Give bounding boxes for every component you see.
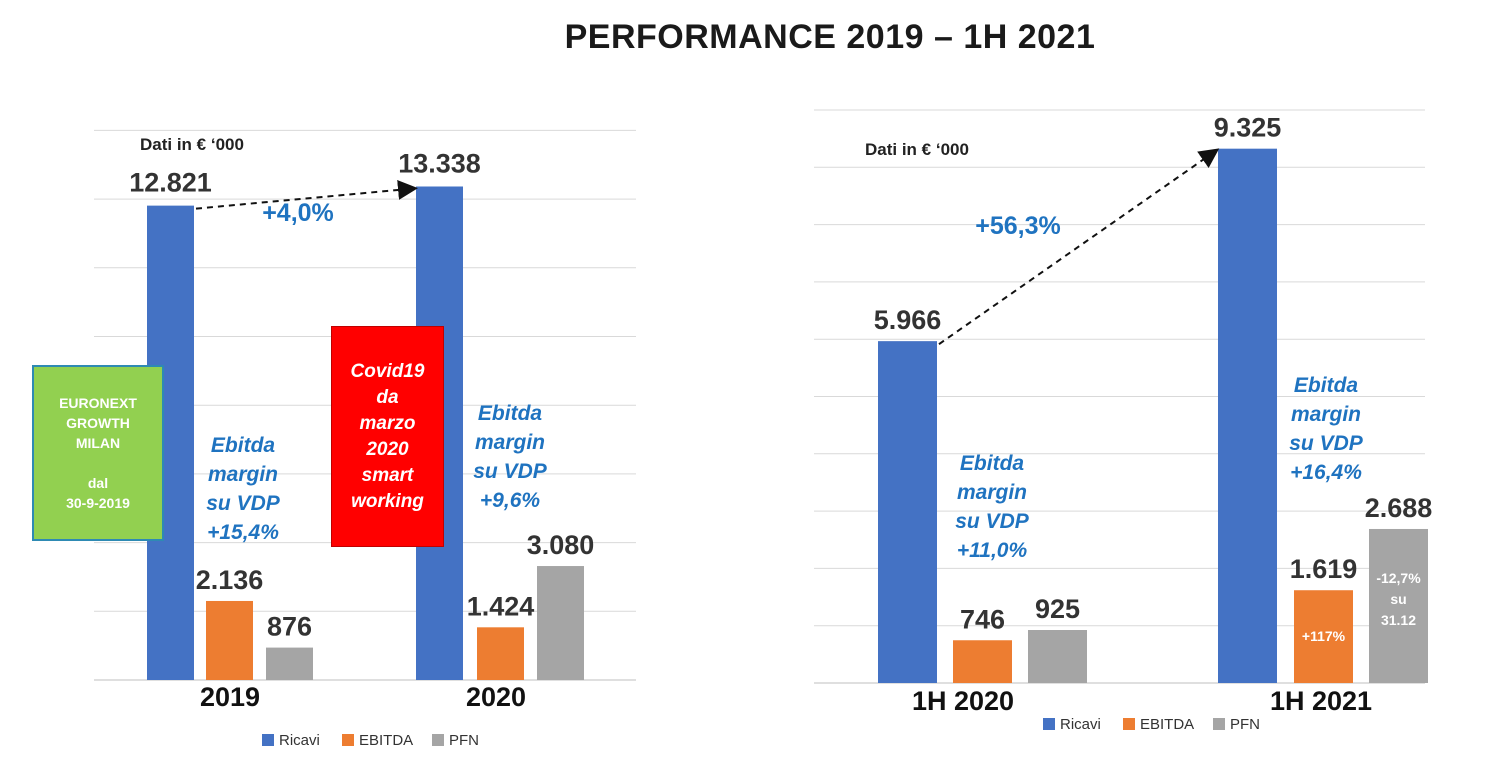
- ebitda-margin-annotation: Ebitda: [478, 402, 542, 425]
- value-label-pfn: 2.688: [1365, 493, 1433, 523]
- value-label-ebitda: 746: [960, 604, 1005, 634]
- ebitda-margin-annotation: su VDP: [206, 492, 281, 515]
- ebitda-margin-annotation: margin: [1291, 403, 1361, 426]
- covid-box-line: Covid19: [350, 360, 425, 382]
- legend-swatch-ebitda: [342, 734, 354, 746]
- covid-box-line: 2020: [366, 438, 409, 460]
- bar-ebitda-1h-2021: [1294, 590, 1353, 683]
- ebitda-margin-annotation: Ebitda: [960, 452, 1024, 475]
- growth-percentage: +56,3%: [975, 212, 1061, 240]
- value-label-ricavi: 12.821: [129, 168, 212, 198]
- value-label-ebitda: 1.619: [1290, 554, 1358, 584]
- category-label: 1H 2021: [1270, 686, 1372, 716]
- value-label-ricavi: 5.966: [874, 305, 942, 335]
- covid19-smart-working-box: Covid19 da marzo 2020 smart working: [331, 326, 444, 547]
- ebitda-margin-annotation: +15,4%: [207, 521, 279, 544]
- page-title: PERFORMANCE 2019 – 1H 2021: [564, 18, 1096, 56]
- euronext-box-line: 30-9-2019: [66, 495, 130, 511]
- ebitda-margin-annotation: Ebitda: [1294, 374, 1358, 397]
- category-label: 2020: [466, 682, 526, 712]
- ebitda-margin-annotation: margin: [208, 463, 278, 486]
- legend-label-pfn: PFN: [1230, 716, 1260, 733]
- value-label-pfn: 925: [1035, 594, 1080, 624]
- bar-ebitda-1h-2020: [953, 640, 1012, 683]
- ebitda-margin-annotation: margin: [475, 431, 545, 454]
- category-label: 2019: [200, 682, 260, 712]
- bar-pfn-1h-2021: [1369, 528, 1428, 683]
- ebitda-margin-annotation: +16,4%: [1290, 461, 1362, 484]
- value-label-pfn: 876: [267, 612, 312, 642]
- category-label: 1H 2020: [912, 686, 1014, 716]
- value-label-ricavi: 13.338: [398, 148, 481, 178]
- pfn-change-label: 31.12: [1381, 612, 1416, 628]
- covid-box-line: marzo: [359, 412, 416, 434]
- legend-swatch-pfn: [432, 734, 444, 746]
- legend-swatch-ebitda: [1123, 718, 1135, 730]
- bar-pfn-2019: [266, 647, 313, 680]
- value-label-pfn: 3.080: [527, 530, 595, 560]
- covid-box-line: smart: [361, 464, 414, 486]
- euronext-box-line: GROWTH: [66, 415, 130, 431]
- ebitda-margin-annotation: Ebitda: [211, 434, 275, 457]
- euronext-box-line: dal: [87, 475, 109, 491]
- ebitda-margin-annotation: su VDP: [955, 510, 1030, 533]
- covid-box-line: da: [376, 386, 399, 408]
- legend-swatch-pfn: [1213, 718, 1225, 730]
- bar-ebitda-2019: [206, 600, 253, 680]
- euronext-box-line: EURONEXT: [59, 395, 137, 411]
- legend-label-pfn: PFN: [449, 732, 479, 749]
- data-units-note: Dati in € ‘000: [140, 135, 244, 154]
- growth-percentage: +4,0%: [262, 199, 334, 227]
- value-label-ricavi: 9.325: [1214, 113, 1282, 143]
- ebitda-margin-annotation: su VDP: [473, 460, 548, 483]
- legend-label-ricavi: Ricavi: [279, 732, 320, 749]
- ebitda-growth-label: +117%: [1302, 628, 1346, 644]
- legend-label-ebitda: EBITDA: [1140, 716, 1194, 733]
- bar-pfn-2020: [537, 566, 584, 680]
- ebitda-margin-annotation: +11,0%: [957, 539, 1028, 562]
- value-label-ebitda: 2.136: [196, 565, 264, 595]
- bar-ebitda-2020: [477, 627, 524, 680]
- value-label-ebitda: 1.424: [467, 591, 535, 621]
- pfn-change-label: -12,7%: [1376, 570, 1421, 586]
- covid-box-line: working: [351, 490, 424, 512]
- bar-ricavi-1h-2020: [878, 341, 937, 683]
- bar-pfn-1h-2020: [1028, 629, 1087, 683]
- growth-arrow: [195, 180, 418, 210]
- ebitda-margin-annotation: margin: [957, 481, 1027, 504]
- pfn-change-label: su: [1390, 591, 1406, 607]
- euronext-box-line: MILAN: [75, 435, 121, 451]
- euronext-box-line: [34, 453, 162, 473]
- ebitda-margin-annotation: +9,6%: [480, 489, 540, 512]
- legend-label-ricavi: Ricavi: [1060, 716, 1101, 733]
- legend-label-ebitda: EBITDA: [359, 732, 413, 749]
- growth-arrow: [938, 148, 1220, 345]
- legend-swatch-ricavi: [1043, 718, 1055, 730]
- euronext-growth-milan-box: EURONEXT GROWTH MILAN dal 30-9-2019: [32, 365, 164, 541]
- legend-swatch-ricavi: [262, 734, 274, 746]
- data-units-note: Dati in € ‘000: [865, 140, 969, 159]
- ebitda-margin-annotation: su VDP: [1289, 432, 1364, 455]
- bar-ricavi-1h-2021: [1218, 148, 1277, 684]
